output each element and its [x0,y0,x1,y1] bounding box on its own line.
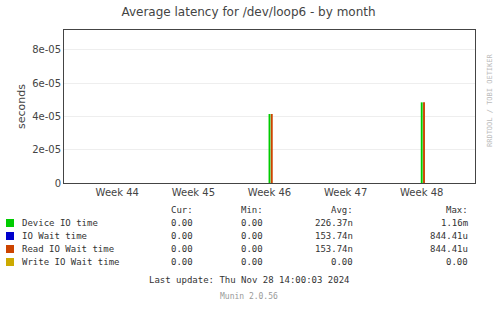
svg-text:Last update: Thu Nov 28 14:00:: Last update: Thu Nov 28 14:00:03 2024 [149,275,349,285]
svg-text:Munin 2.0.56: Munin 2.0.56 [220,292,278,301]
svg-text:Week 47: Week 47 [324,187,367,198]
svg-text:0.00: 0.00 [241,257,263,267]
svg-text:844.41u: 844.41u [430,231,468,241]
svg-text:Week 46: Week 46 [248,187,291,198]
svg-text:Min:: Min: [241,205,263,215]
svg-text:Avg:: Avg: [331,205,353,215]
svg-text:IO Wait time: IO Wait time [22,231,87,241]
svg-text:0.00: 0.00 [171,218,193,228]
svg-text:4e-05: 4e-05 [32,111,61,122]
svg-text:0.00: 0.00 [446,257,468,267]
svg-text:0.00: 0.00 [241,231,263,241]
svg-text:Average latency for /dev/loop6: Average latency for /dev/loop6 - by mont… [121,5,375,19]
svg-text:0.00: 0.00 [241,218,263,228]
svg-text:0.00: 0.00 [171,257,193,267]
svg-text:153.74n: 153.74n [315,244,353,254]
svg-text:Read IO Wait time: Read IO Wait time [22,244,114,254]
svg-text:844.41u: 844.41u [430,244,468,254]
svg-text:seconds: seconds [15,84,28,129]
svg-text:Week 45: Week 45 [172,187,215,198]
svg-text:Max:: Max: [446,205,468,215]
svg-text:153.74n: 153.74n [315,231,353,241]
svg-text:0.00: 0.00 [171,231,193,241]
svg-text:1.16m: 1.16m [441,218,468,228]
svg-text:Cur:: Cur: [171,205,193,215]
svg-text:Week 48: Week 48 [400,187,443,198]
svg-text:226.37n: 226.37n [315,218,353,228]
svg-text:Week 44: Week 44 [96,187,139,198]
svg-text:Write IO Wait time: Write IO Wait time [22,257,120,267]
svg-text:Device IO time: Device IO time [22,218,98,228]
svg-text:0.00: 0.00 [171,244,193,254]
svg-text:0.00: 0.00 [241,244,263,254]
svg-text:0.00: 0.00 [331,257,353,267]
svg-text:RRDTOOL / TOBI OETIKER: RRDTOOL / TOBI OETIKER [486,53,494,147]
svg-text:8e-05: 8e-05 [32,44,61,55]
svg-text:2e-05: 2e-05 [32,144,61,155]
svg-text:0: 0 [55,178,61,189]
svg-text:6e-05: 6e-05 [32,78,61,89]
